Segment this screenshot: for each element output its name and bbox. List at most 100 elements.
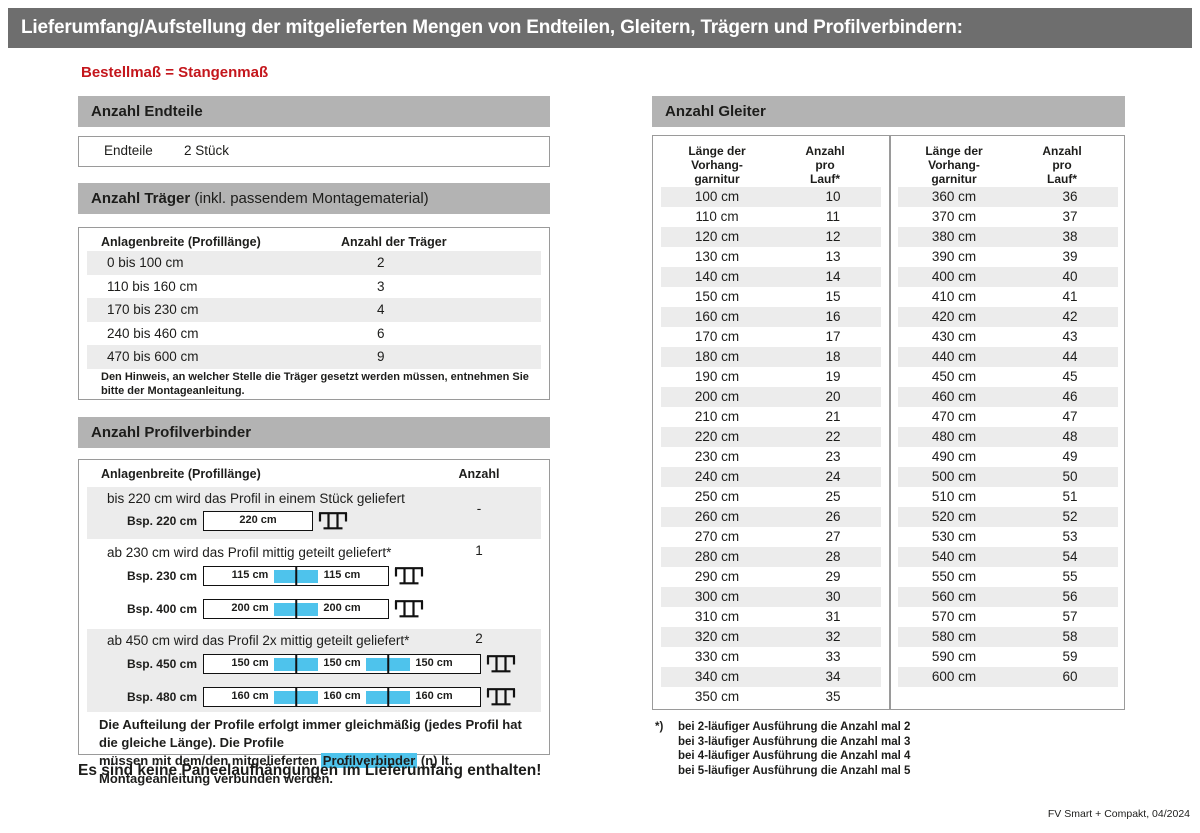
gleiter-length-cell: 430 cm xyxy=(931,329,977,344)
profile-segment: 150 cm xyxy=(323,657,361,669)
gleiter-length-cell: 410 cm xyxy=(931,289,977,304)
gleiter-row: 500 cm 50 xyxy=(898,467,1118,487)
gleiter-count-cell: 14 xyxy=(825,269,841,284)
gleiter-count-cell: 45 xyxy=(1062,369,1078,384)
profile-bar: 150 cm 150 cm 150 cm xyxy=(203,654,481,674)
gleiter-length-cell: 510 cm xyxy=(931,489,977,504)
gleiter-length-cell: 130 cm xyxy=(694,249,740,264)
section-heading-gleiter: Anzahl Gleiter xyxy=(652,96,1125,127)
profile-segment: 200 cm xyxy=(323,602,361,614)
gleiter-count-cell: 16 xyxy=(825,309,841,324)
footnote-line: bei 2-läufiger Ausführung die Anzahl mal… xyxy=(678,721,911,733)
gleiter-count-cell: 26 xyxy=(825,509,841,524)
traeger-row: 240 bis 460 cm 6 xyxy=(87,322,541,346)
gleiter-row: 440 cm 44 xyxy=(898,347,1118,367)
gleiter-count-cell: 20 xyxy=(825,389,841,404)
traeger-row: 110 bis 160 cm 3 xyxy=(87,275,541,299)
profile-bar: 200 cm 200 cm xyxy=(203,599,389,619)
profile-end-icon xyxy=(394,600,424,618)
gleiter-right-col1-header: Länge der Vorhang- garnitur xyxy=(925,144,983,186)
gleiter-length-cell: 340 cm xyxy=(694,669,740,684)
gleiter-right-col2-header: Anzahl pro Lauf* xyxy=(1042,144,1082,186)
profile-joint-line xyxy=(295,600,297,618)
gleiter-row: 560 cm 56 xyxy=(898,587,1118,607)
gleiter-length-cell: 250 cm xyxy=(694,489,740,504)
profile-segment: 115 cm xyxy=(323,569,361,581)
gleiter-subtable-right: Länge der Vorhang- garnitur Anzahl pro L… xyxy=(890,136,1126,709)
gleiter-row: 160 cm 16 xyxy=(661,307,881,327)
gleiter-row: 450 cm 45 xyxy=(898,367,1118,387)
gleiter-length-cell: 470 cm xyxy=(931,409,977,424)
gleiter-count-cell: 22 xyxy=(825,429,841,444)
section-heading-profilverbinder: Anzahl Profilverbinder xyxy=(78,417,550,448)
profile-end-icon xyxy=(394,567,424,585)
gleiter-row: 280 cm 28 xyxy=(661,547,881,567)
gleiter-length-cell: 330 cm xyxy=(694,649,740,664)
gleiter-count-cell: 35 xyxy=(825,689,841,704)
gleiter-row: 250 cm 25 xyxy=(661,487,881,507)
gleiter-length-cell: 440 cm xyxy=(931,349,977,364)
gleiter-length-cell: 520 cm xyxy=(931,509,977,524)
endteile-label: Endteile xyxy=(104,143,153,158)
gleiter-row: 520 cm 52 xyxy=(898,507,1118,527)
gleiter-count-cell: 39 xyxy=(1062,249,1078,264)
pv-rule-text: bis 220 cm wird das Profil in einem Stüc… xyxy=(107,491,405,506)
no-panel-hangers-statement: Es sind keine Paneelaufhängungen im Lief… xyxy=(78,762,542,779)
gleiter-row: 540 cm 54 xyxy=(898,547,1118,567)
gleiter-table: Länge der Vorhang- garnitur Anzahl pro L… xyxy=(652,135,1125,710)
profile-end-icon xyxy=(318,512,348,530)
traeger-heading-rest: (inkl. passendem Montagematerial) xyxy=(190,190,429,207)
pv-anzahl-value: 2 xyxy=(475,631,483,646)
gleiter-row: 300 cm 30 xyxy=(661,587,881,607)
gleiter-row: 570 cm 57 xyxy=(898,607,1118,627)
pv-note-line1: Die Aufteilung der Profile erfolgt immer… xyxy=(99,717,522,750)
gleiter-length-cell: 560 cm xyxy=(931,589,977,604)
gleiter-row: 370 cm 37 xyxy=(898,207,1118,227)
pv-note-line2-before: müssen mit dem/den mitgelieferten xyxy=(99,753,321,768)
gleiter-row: 140 cm 14 xyxy=(661,267,881,287)
gleiter-count-cell: 29 xyxy=(825,569,841,584)
gleiter-length-cell: 450 cm xyxy=(931,369,977,384)
gleiter-length-cell: 190 cm xyxy=(694,369,740,384)
gleiter-row: 390 cm 39 xyxy=(898,247,1118,267)
gleiter-heading-label: Anzahl Gleiter xyxy=(665,103,766,120)
gleiter-row: 530 cm 53 xyxy=(898,527,1118,547)
gleiter-row: 330 cm 33 xyxy=(661,647,881,667)
gleiter-count-cell: 48 xyxy=(1062,429,1078,444)
pv-heading-label: Anzahl Profilverbinder xyxy=(91,424,252,441)
gleiter-count-cell: 51 xyxy=(1062,489,1078,504)
gleiter-row: 200 cm 20 xyxy=(661,387,881,407)
pv-example-row: Bsp. 450 cm 150 cm 150 cm 150 cm xyxy=(87,654,516,674)
gleiter-length-cell: 220 cm xyxy=(694,429,740,444)
gleiter-length-cell: 460 cm xyxy=(931,389,977,404)
pv-note: Die Aufteilung der Profile erfolgt immer… xyxy=(99,716,531,788)
gleiter-length-cell: 140 cm xyxy=(694,269,740,284)
gleiter-left-col2-header: Anzahl pro Lauf* xyxy=(805,144,845,186)
traeger-row: 170 bis 230 cm 4 xyxy=(87,298,541,322)
profile-segment: 115 cm xyxy=(231,569,269,581)
gleiter-row: 210 cm 21 xyxy=(661,407,881,427)
gleiter-count-cell: 28 xyxy=(825,549,841,564)
traeger-row: 470 bis 600 cm 9 xyxy=(87,345,541,369)
gleiter-row: 590 cm 59 xyxy=(898,647,1118,667)
pv-anzahl-value: - xyxy=(476,501,482,516)
gleiter-length-cell: 320 cm xyxy=(694,629,740,644)
traeger-col1-header: Anlagenbreite (Profillänge) xyxy=(101,235,261,249)
pv-note-line2-after: (n) lt. Montageanleitung verbunden werde… xyxy=(99,753,453,786)
gleiter-length-cell: 110 cm xyxy=(695,209,739,224)
gleiter-count-cell: 37 xyxy=(1062,209,1078,224)
profile-segment: 160 cm xyxy=(415,690,453,702)
profile-segment: 220 cm xyxy=(239,514,277,526)
gleiter-count-cell: 33 xyxy=(825,649,841,664)
gleiter-length-cell: 310 cm xyxy=(694,609,740,624)
gleiter-row: 260 cm 26 xyxy=(661,507,881,527)
pv-rule-text: ab 230 cm wird das Profil mittig geteilt… xyxy=(107,545,392,560)
gleiter-length-cell: 270 cm xyxy=(694,529,740,544)
gleiter-length-cell: 210 cm xyxy=(694,409,740,424)
traeger-count-cell: 4 xyxy=(377,302,385,317)
gleiter-length-cell: 150 cm xyxy=(694,289,740,304)
endteile-table: Endteile 2 Stück xyxy=(78,136,550,167)
profile-end-icon xyxy=(486,688,516,706)
gleiter-row: 470 cm 47 xyxy=(898,407,1118,427)
